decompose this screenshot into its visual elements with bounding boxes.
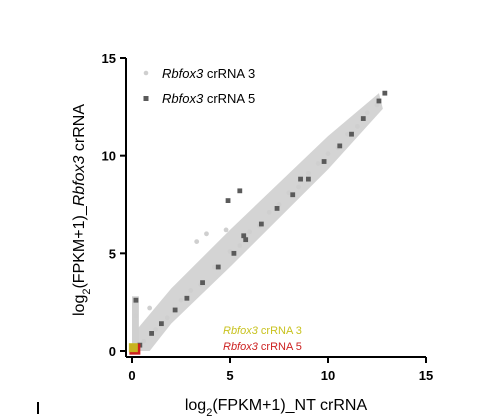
point-series-2-11 <box>290 192 296 198</box>
point-series-1-12 <box>266 209 272 215</box>
point-series-1-1 <box>141 338 147 344</box>
point-series-2-9 <box>258 221 264 227</box>
y-tick-label-5: 5 <box>109 246 116 261</box>
point-series-2-16 <box>360 116 366 121</box>
legend-label-series-2: Rbfox3 crRNA 5 <box>162 91 255 106</box>
point-series-2-5 <box>200 280 205 286</box>
legend-marker-series-2 <box>143 96 149 101</box>
point-series-1-7 <box>211 264 217 270</box>
axes: 0 5 10 15 0 5 10 15 <box>102 51 434 383</box>
point-series-1-15 <box>296 184 301 190</box>
point-series-1-23 <box>374 102 380 108</box>
point-series-1-10 <box>247 229 253 235</box>
legend: Rbfox3 crRNA 3 Rbfox3 crRNA 5 <box>143 66 255 106</box>
plot-area <box>128 90 388 355</box>
point-series-2-12 <box>306 176 311 182</box>
point-series-1-5 <box>188 288 194 293</box>
point-series-2-23 <box>133 297 139 303</box>
point-series-2-13 <box>321 159 327 164</box>
y-tick-label-15: 15 <box>102 51 116 66</box>
point-series-1-9 <box>237 243 243 248</box>
scatter-low-x-column <box>132 296 139 351</box>
point-series-1-2 <box>153 327 158 332</box>
scatter-density-band <box>132 93 383 351</box>
highlight-point-series-3 <box>128 343 138 353</box>
point-series-2-22 <box>298 176 303 182</box>
point-series-1-18 <box>325 151 331 157</box>
point-series-1-16 <box>306 170 311 176</box>
edge-mark <box>37 402 39 414</box>
point-series-2-6 <box>215 264 221 270</box>
point-series-1-22 <box>364 110 370 116</box>
point-series-2-17 <box>376 98 382 104</box>
point-series-2-21 <box>241 233 247 239</box>
point-series-2-3 <box>172 307 178 313</box>
x-tick-label-0: 0 <box>128 368 135 383</box>
annotation-series-3-label: Rbfox3 crRNA 3 <box>223 325 302 337</box>
y-axis-title: log2(FPKM+1)_Rbfox3 crRNA <box>71 104 93 316</box>
point-series-2-4 <box>184 295 190 301</box>
point-series-1-25 <box>204 231 209 237</box>
point-series-2-20 <box>225 198 231 203</box>
point-series-1-13 <box>276 202 282 207</box>
point-series-2-1 <box>149 331 154 336</box>
x-tick-label-15: 15 <box>419 368 433 383</box>
point-series-2-8 <box>243 237 249 243</box>
point-series-1-28 <box>133 313 139 319</box>
y-tick-label-10: 10 <box>102 149 116 164</box>
legend-marker-series-1 <box>143 70 149 76</box>
y-tick-label-0: 0 <box>109 344 116 359</box>
point-series-1-8 <box>227 248 233 254</box>
x-axis-title: log2(FPKM+1)_NT crRNA <box>185 397 368 416</box>
point-series-1-29 <box>147 305 153 311</box>
point-series-2-18 <box>382 90 388 96</box>
annotation-series-5-label: Rbfox3 crRNA 5 <box>223 341 302 353</box>
point-series-1-21 <box>355 123 360 129</box>
point-series-1-14 <box>286 190 292 196</box>
point-series-1-20 <box>345 131 350 137</box>
point-series-2-2 <box>159 321 164 327</box>
point-series-2-7 <box>231 250 237 256</box>
point-series-2-10 <box>274 206 280 211</box>
point-series-1-24 <box>194 239 200 245</box>
point-series-1-17 <box>315 161 321 166</box>
point-series-2-19 <box>237 188 243 194</box>
x-tick-label-10: 10 <box>321 368 335 383</box>
point-series-2-14 <box>337 143 343 149</box>
point-series-2-15 <box>349 131 354 137</box>
point-series-1-3 <box>164 315 170 321</box>
point-series-1-26 <box>223 227 229 233</box>
legend-label-series-1: Rbfox3 crRNA 3 <box>162 66 255 81</box>
point-series-1-4 <box>178 297 184 303</box>
x-tick-label-5: 5 <box>226 368 233 383</box>
